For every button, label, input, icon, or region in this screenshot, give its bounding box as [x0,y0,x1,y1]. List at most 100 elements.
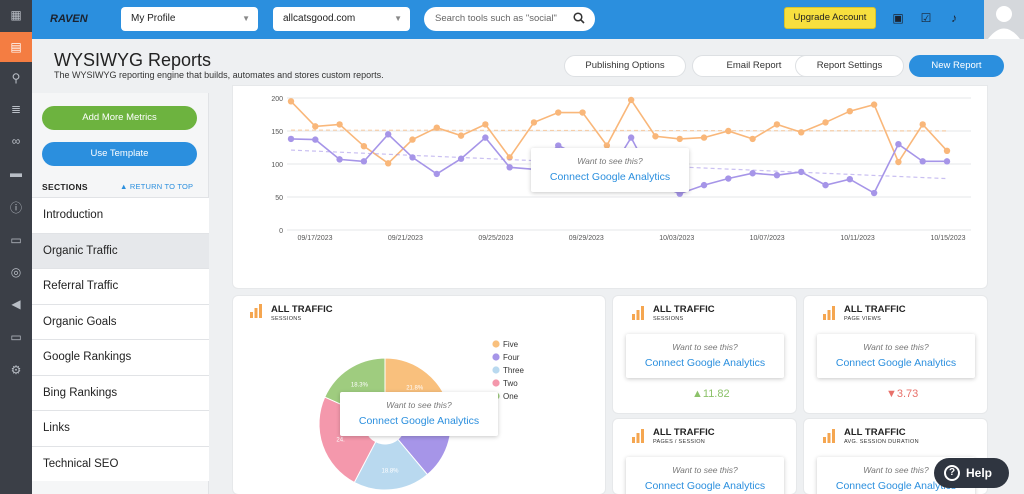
connect-google-analytics-link[interactable]: Connect Google Analytics [549,171,671,183]
connect-overlay: Want to see this? Connect Google Analyti… [626,457,784,494]
connect-google-analytics-link[interactable]: Connect Google Analytics [358,415,480,427]
data-point [943,158,951,165]
avatar[interactable] [984,0,1024,39]
data-point [579,109,586,116]
data-point [555,109,562,116]
megaphone-icon[interactable]: ◀ [11,297,21,311]
y-tick-label: 50 [275,195,283,202]
contacts-icon[interactable]: ▣ [892,11,904,25]
data-point [287,98,295,105]
briefcase-icon[interactable]: ▬ [10,166,22,180]
section-bing-rankings[interactable]: Bing Rankings [32,374,209,410]
y-tick-label: 100 [271,162,283,169]
return-to-top-label: RETURN TO TOP [129,182,194,191]
y-tick-label: 0 [279,228,283,235]
top-bar: RAVEN My Profile ▼ allcatsgood.com ▼ Sea… [32,0,1024,39]
chat-icon[interactable]: ▭ [10,233,22,247]
info-icon[interactable]: ⓘ [9,200,22,215]
connect-google-analytics-link[interactable]: Connect Google Analytics [644,357,766,369]
data-point [482,134,489,141]
links-icon[interactable]: ∞ [11,134,21,148]
section-organic-traffic[interactable]: Organic Traffic [32,232,209,268]
section-technical-seo[interactable]: Technical SEO [32,445,209,481]
x-tick-label: 09/21/2023 [388,235,423,242]
profile-select-value: My Profile [131,13,176,24]
connect-overlay: Want to see this? Connect Google Analyti… [531,148,689,192]
sections-heading: SECTIONS [42,182,88,192]
gear-icon[interactable]: ⚙ [10,363,22,377]
card-title: ALL TRAFFIC [271,304,333,315]
add-more-metrics-button[interactable]: Add More Metrics [42,106,197,130]
want-to-see-text: Want to see this? [863,465,929,475]
section-google-rankings[interactable]: Google Rankings [32,339,209,375]
bar-chart-icon [632,429,644,443]
data-point [530,119,538,126]
help-button[interactable]: ? Help [934,458,1009,488]
bar-chart-icon [250,304,262,318]
card-title: ALL TRAFFIC [844,427,906,438]
section-links[interactable]: Links [32,410,209,446]
data-point [846,108,854,115]
reports-icon[interactable]: ▤ [0,32,32,62]
x-tick-label: 10/11/2023 [840,235,875,242]
data-point [943,147,951,154]
card-icon[interactable]: ▭ [10,330,22,344]
data-point [652,133,659,140]
data-point [676,135,683,143]
legend-swatch [492,366,500,374]
target-icon[interactable]: ◎ [10,265,22,279]
question-icon: ? [944,465,960,481]
dashboard-icon[interactable]: ▦ [10,8,22,22]
data-point [409,136,416,143]
slice-label: 21.8% [406,386,424,392]
slice-label: 24. [336,437,345,443]
connect-google-analytics-link[interactable]: Connect Google Analytics [644,480,766,492]
data-point [384,160,392,167]
upgrade-account-button[interactable]: Upgrade Account [784,7,876,29]
tasks-icon[interactable]: ☑ [920,11,932,25]
legend-swatch [492,340,500,348]
want-to-see-text: Want to see this? [672,342,738,352]
data-point [749,170,756,177]
section-introduction[interactable]: Introduction [32,197,209,233]
search-placeholder: Search tools such as "social" [435,13,557,24]
data-point [798,129,805,136]
data-point [603,142,611,149]
report-settings-button[interactable]: Report Settings [795,55,904,77]
list-icon[interactable]: ≣ [10,102,22,116]
publishing-options-button[interactable]: Publishing Options [564,55,686,77]
page-subtitle: The WYSIWYG reporting engine that builds… [54,70,384,80]
return-to-top-link[interactable]: ▲ RETURN TO TOP [120,182,194,191]
data-point [749,135,756,143]
section-referral-traffic[interactable]: Referral Traffic [32,268,209,304]
bar-chart-icon [823,429,835,443]
want-to-see-text: Want to see this? [386,400,452,410]
connect-google-analytics-link[interactable]: Connect Google Analytics [835,480,957,492]
search-icon[interactable] [573,12,585,24]
search-tools-icon[interactable]: ⚲ [11,71,21,85]
data-point [287,135,295,143]
card-subtitle: PAGES / SESSION [653,439,706,445]
want-to-see-text: Want to see this? [577,156,643,166]
use-template-button[interactable]: Use Template [42,142,197,166]
y-tick-label: 150 [271,129,283,136]
data-point [919,121,926,128]
data-point [700,181,708,189]
profile-select[interactable]: My Profile ▼ [121,7,258,31]
raven-logo[interactable]: RAVEN [50,13,88,25]
caret-down-icon: ▼ [242,14,250,23]
domain-select-value: allcatsgood.com [283,13,356,24]
connect-google-analytics-link[interactable]: Connect Google Analytics [835,357,957,369]
slice-label: 18.8% [382,469,400,475]
data-point [870,189,878,197]
connect-overlay: Want to see this? Connect Google Analyti… [817,334,975,378]
domain-select[interactable]: allcatsgood.com ▼ [273,7,410,31]
section-organic-goals[interactable]: Organic Goals [32,303,209,339]
data-point [919,158,926,165]
bell-icon[interactable]: ♪ [951,11,957,25]
new-report-button[interactable]: New Report [909,55,1004,77]
data-point [360,158,368,165]
data-point [773,172,781,179]
tool-search-input[interactable]: Search tools such as "social" [424,7,595,31]
legend-label: One [503,392,519,401]
